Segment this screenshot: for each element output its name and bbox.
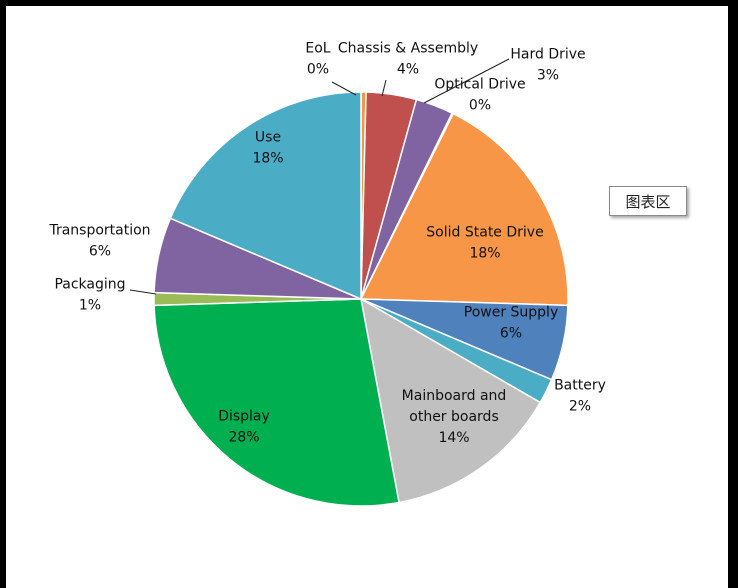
slice-label: Power Supply 6% [464,305,559,342]
slice-label: Hard Drive 3% [510,47,585,84]
leader-line [129,289,157,295]
pie-slices [153,91,569,507]
slice-label: Mainboard and other boards 14% [402,388,507,446]
slice-label: Transportation 6% [48,223,150,260]
pie-slice-display[interactable] [153,298,400,507]
pie-slice-solid-state-drive[interactable] [359,112,569,307]
chart-area-tooltip: 图表区 [609,186,687,216]
leader-line [331,81,357,96]
pie-slice-mainboard-and-other-boards[interactable] [359,297,542,504]
slice-label: Display 28% [218,409,270,446]
right-edge-mark-bottom [728,538,738,588]
slice-label: Solid State Drive 18% [426,225,543,262]
slice-label: EoL 0% [305,41,330,78]
slice-label: Chassis & Assembly 4% [338,41,478,78]
leader-line [381,79,387,97]
slice-label: Use 18% [252,130,283,167]
slice-label: Optical Drive 0% [434,77,525,114]
slice-label: Packaging 1% [54,277,125,314]
slice-label: Battery 2% [554,378,606,415]
leader-line [423,58,510,104]
right-edge-mark-top [728,6,738,22]
pie-slice-use[interactable] [169,91,362,301]
leader-lines [129,58,510,295]
slice-labels: EoL 0% Chassis & Assembly 4% Hard Drive 3%Opt… [48,41,605,447]
